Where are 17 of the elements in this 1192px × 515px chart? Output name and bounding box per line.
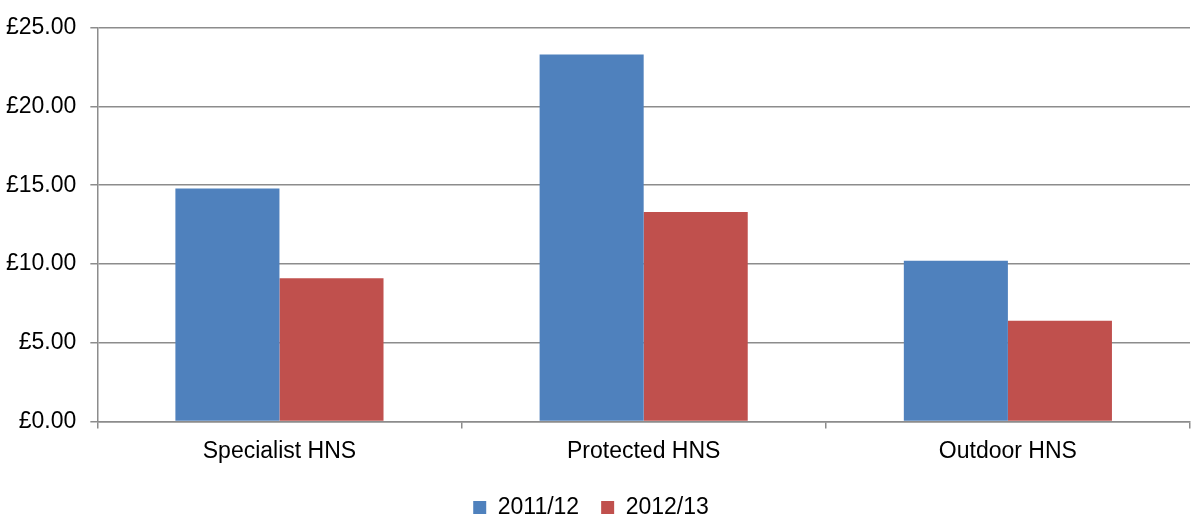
bar bbox=[539, 54, 644, 421]
y-tick-label: £5.00 bbox=[18, 328, 77, 355]
y-tick-label: £15.00 bbox=[5, 170, 77, 197]
bar bbox=[175, 188, 280, 421]
bar bbox=[279, 278, 384, 421]
y-tick-label: £10.00 bbox=[5, 249, 77, 276]
bar bbox=[1007, 320, 1112, 421]
y-tick-label: £25.00 bbox=[5, 13, 77, 40]
bar bbox=[643, 212, 748, 421]
legend-label: 2011/12 bbox=[497, 492, 580, 515]
x-tick-label: Specialist HNS bbox=[202, 436, 357, 463]
y-tick-label: £20.00 bbox=[5, 91, 77, 118]
x-tick-label: Protected HNS bbox=[566, 436, 721, 463]
x-tick-label: Outdoor HNS bbox=[938, 436, 1077, 463]
legend-label: 2012/13 bbox=[625, 492, 709, 515]
y-tick-label: £0.00 bbox=[18, 406, 77, 433]
bar bbox=[903, 260, 1008, 421]
